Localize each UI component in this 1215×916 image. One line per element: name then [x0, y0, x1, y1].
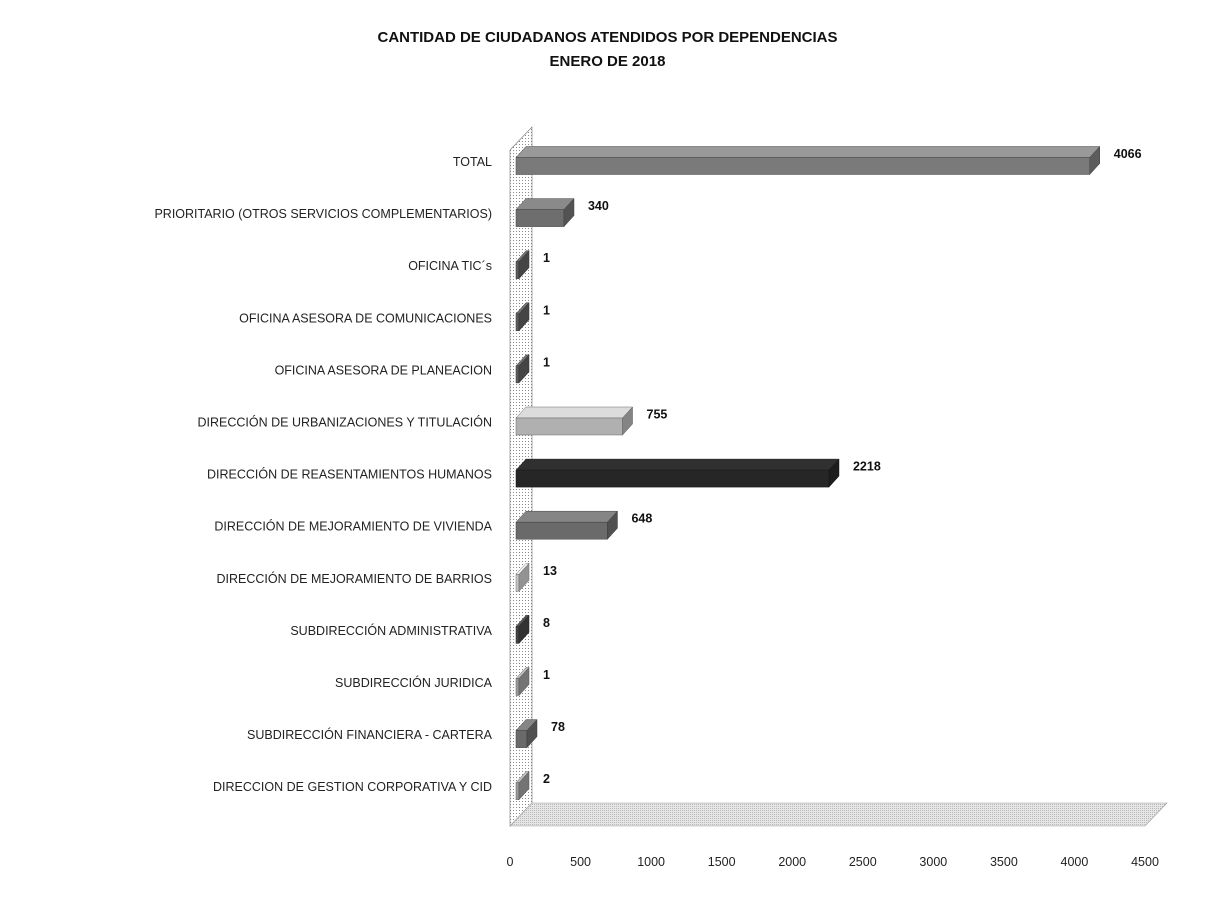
category-label: OFICINA TIC´s — [408, 259, 492, 273]
bar-end-face — [526, 718, 538, 749]
bar-end-face — [563, 197, 575, 228]
category-label: DIRECCIÓN DE URBANIZACIONES Y TITULACIÓN — [198, 415, 493, 430]
x-tick-label: 3000 — [919, 855, 947, 869]
x-tick-label: 1000 — [637, 855, 665, 869]
value-label: 1 — [543, 668, 550, 682]
category-label: SUBDIRECCIÓN FINANCIERA - CARTERA — [247, 727, 493, 742]
bar-6 — [515, 458, 840, 488]
bar-10 — [515, 666, 530, 697]
x-tick-label: 4500 — [1131, 855, 1159, 869]
bar-front-face — [515, 209, 565, 227]
value-label: 78 — [551, 720, 565, 734]
category-label: TOTAL — [453, 155, 492, 169]
bar-front-face — [515, 261, 520, 279]
bar-front-face — [515, 157, 1091, 175]
bar-front-face — [515, 626, 520, 644]
bar-front-face — [515, 469, 830, 488]
value-label: 755 — [647, 408, 668, 422]
chart-title-block: CANTIDAD DE CIUDADANOS ATENDIDOS POR DEP… — [0, 26, 1215, 74]
category-labels: TOTAL PRIORITARIO (OTROS SERVICIOS COMPLE… — [154, 155, 492, 794]
value-label: 1 — [543, 303, 550, 317]
value-label: 13 — [543, 564, 557, 578]
x-tick-label: 1500 — [708, 855, 736, 869]
value-labels: 4066 340 1 1 1 755 2218 648 13 8 1 78 2 — [543, 147, 1142, 786]
x-tick-label: 0 — [507, 855, 514, 869]
category-label: SUBDIRECCIÓN JURIDICA — [335, 675, 493, 690]
bar-end-face — [1089, 145, 1101, 176]
bars-layer — [515, 145, 1101, 801]
bar-3 — [515, 302, 530, 332]
bar-end-face — [828, 458, 840, 488]
bar-top-face — [515, 510, 619, 523]
bar-end-face — [518, 562, 530, 592]
x-tick-label: 3500 — [990, 855, 1018, 869]
category-label: DIRECCIÓN DE REASENTAMIENTOS HUMANOS — [207, 467, 492, 482]
chart-subtitle: ENERO DE 2018 — [549, 53, 666, 70]
value-label: 1 — [543, 355, 550, 369]
bar-0 — [515, 145, 1101, 176]
bar-2 — [515, 250, 530, 280]
bar-front-face — [515, 417, 623, 436]
bar-front-face — [515, 730, 528, 748]
bar-front-face — [515, 678, 520, 696]
bar-front-face — [515, 782, 520, 800]
bar-end-face — [518, 614, 530, 645]
bar-end-face — [607, 510, 618, 540]
bar-5 — [515, 406, 634, 436]
bar-top-face — [515, 406, 634, 419]
bar-8 — [515, 562, 530, 592]
bar-end-face — [518, 250, 530, 280]
chart-floor — [509, 802, 1168, 827]
value-label: 648 — [631, 512, 652, 526]
x-tick-label: 500 — [570, 855, 591, 869]
bar-12 — [515, 771, 530, 801]
bar-1 — [515, 197, 575, 228]
bar-end-face — [518, 666, 530, 697]
bar-top-face — [515, 458, 840, 471]
category-label: OFICINA ASESORA DE COMUNICACIONES — [239, 311, 492, 325]
bar-end-face — [518, 354, 530, 384]
bar-top-face — [515, 146, 1101, 158]
x-tick-label: 4000 — [1061, 855, 1089, 869]
bar-end-face — [518, 771, 530, 801]
x-axis-ticks: 0 500 1000 1500 2000 2500 3000 3500 4000 4500 — [507, 855, 1159, 869]
category-label: DIRECCIÓN DE MEJORAMIENTO DE BARRIOS — [217, 571, 493, 586]
bar-front-face — [515, 521, 608, 540]
value-label: 1 — [543, 251, 550, 265]
bar-front-face — [515, 365, 520, 384]
bar-end-face — [622, 406, 633, 436]
category-label: DIRECCIÓN DE MEJORAMIENTO DE VIVIENDA — [214, 519, 492, 534]
value-label: 2218 — [853, 460, 881, 474]
value-label: 2 — [543, 772, 550, 786]
bar-4 — [515, 354, 530, 384]
bar-front-face — [515, 574, 520, 592]
bar-end-face — [518, 302, 530, 332]
bar-11 — [515, 718, 538, 749]
x-tick-label: 2500 — [849, 855, 877, 869]
category-label: PRIORITARIO (OTROS SERVICIOS COMPLEMENTA… — [154, 207, 492, 221]
value-label: 4066 — [1114, 147, 1142, 161]
chart-title: CANTIDAD DE CIUDADANOS ATENDIDOS POR DEP… — [377, 29, 838, 46]
bar-7 — [515, 510, 619, 540]
category-label: OFICINA ASESORA DE PLANEACION — [275, 363, 492, 377]
value-label: 8 — [543, 616, 550, 630]
x-tick-label: 2000 — [778, 855, 806, 869]
category-label: DIRECCION DE GESTION CORPORATIVA Y CID — [213, 780, 492, 794]
bar-front-face — [515, 313, 520, 332]
bar-9 — [515, 614, 530, 645]
category-label: SUBDIRECCIÓN ADMINISTRATIVA — [290, 623, 492, 638]
value-label: 340 — [588, 199, 609, 213]
